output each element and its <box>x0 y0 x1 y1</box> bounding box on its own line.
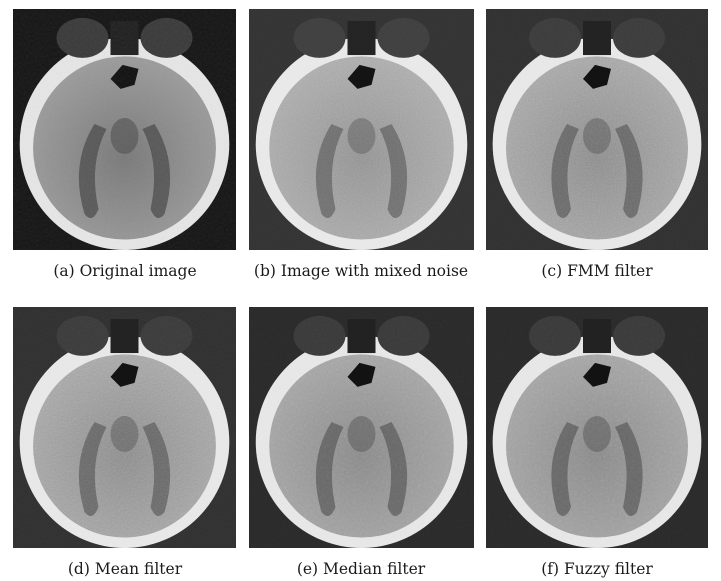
ct-scan-median-filter-image <box>249 307 474 548</box>
caption-d: (d) Mean filter <box>67 560 183 578</box>
ct-scan-original-image <box>13 9 236 250</box>
ct-scan-mean-filter-image <box>13 307 236 548</box>
panel-image-with-mixed-noise <box>249 9 474 250</box>
ct-scan-mixed-noise-image <box>249 9 474 250</box>
caption-b: (b) Image with mixed noise <box>253 262 469 280</box>
panel-fmm-filter <box>486 9 708 250</box>
caption-f: (f) Fuzzy filter <box>541 560 653 578</box>
caption-c: (c) FMM filter <box>541 262 653 280</box>
ct-scan-fmm-filter-image <box>486 9 708 250</box>
panel-fuzzy-filter <box>486 307 708 548</box>
panel-mean-filter <box>13 307 236 548</box>
caption-a: (a) Original image <box>53 262 197 280</box>
caption-e: (e) Median filter <box>296 560 426 578</box>
ct-scan-fuzzy-filter-image <box>486 307 708 548</box>
panel-median-filter <box>249 307 474 548</box>
panel-original-image <box>13 9 236 250</box>
